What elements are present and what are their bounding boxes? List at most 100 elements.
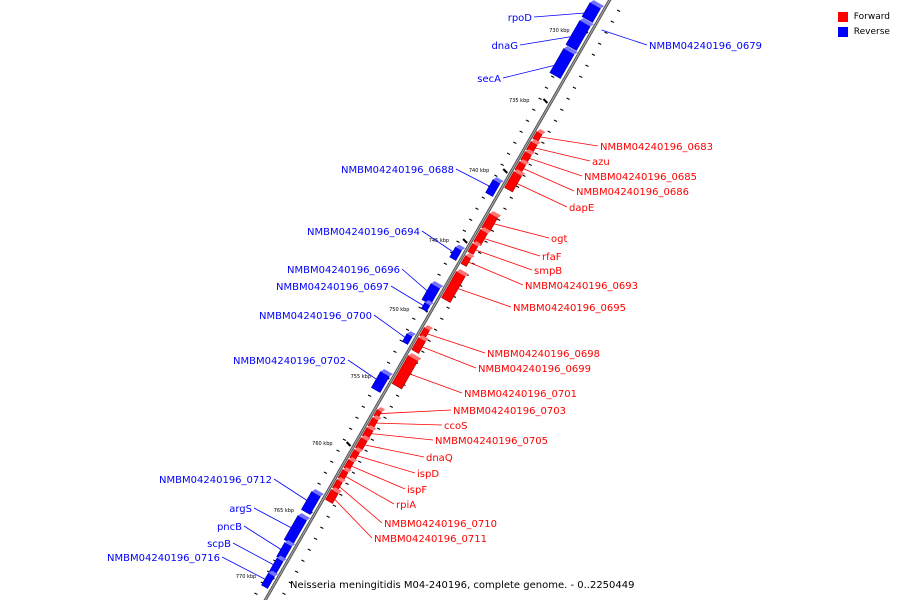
- gene-label-nmbm04240196-0693[interactable]: NMBM04240196_0693: [525, 281, 638, 292]
- gene-bevel: [431, 281, 444, 289]
- gene-bevel: [418, 335, 430, 342]
- tick-mark-right: [534, 152, 539, 155]
- gene-label-nmbm04240196-0711[interactable]: NMBM04240196_0711: [374, 534, 487, 545]
- gene-label-rfaf[interactable]: rfaF: [542, 252, 562, 263]
- forward-swatch: [837, 11, 848, 22]
- gene-label-nmbm04240196-0700[interactable]: NMBM04240196_0700: [259, 311, 372, 322]
- gene-label-ispf[interactable]: ispF: [407, 485, 427, 496]
- gene-label-nmbm04240196-0710[interactable]: NMBM04240196_0710: [384, 519, 497, 530]
- gene-feature[interactable]: [371, 369, 393, 393]
- gene-label-smpb[interactable]: smpB: [534, 266, 562, 277]
- tick-mark-right: [597, 42, 602, 45]
- gene-feature[interactable]: [473, 227, 492, 246]
- gene-bevel: [536, 129, 546, 135]
- legend-item-forward: Forward: [837, 9, 890, 24]
- gene-feature[interactable]: [504, 169, 526, 193]
- tick-mark-right: [547, 130, 551, 133]
- gene-label-nmbm04240196-0694[interactable]: NMBM04240196_0694: [307, 227, 420, 238]
- gene-label-dape[interactable]: dapE: [569, 203, 594, 214]
- gene-bevel: [337, 477, 346, 483]
- tick-mark-left: [386, 361, 391, 364]
- gene-bevel: [372, 415, 382, 421]
- tick-mark-right: [566, 97, 570, 100]
- gene-label-nmbm04240196-0702[interactable]: NMBM04240196_0702: [233, 356, 346, 367]
- gene-label-dnag[interactable]: dnaG: [491, 41, 518, 52]
- gene-feature[interactable]: [300, 489, 324, 515]
- gene-label-nmbm04240196-0686[interactable]: NMBM04240196_0686: [576, 187, 689, 198]
- tick-mark-left: [475, 207, 479, 210]
- tick-mark-right: [376, 427, 381, 430]
- gene-bevel: [348, 457, 358, 463]
- gene-label-nmbm04240196-0679[interactable]: NMBM04240196_0679: [649, 41, 762, 52]
- gene-feature[interactable]: [325, 487, 342, 504]
- gene-body: [420, 302, 431, 312]
- gene-feature[interactable]: [402, 331, 416, 345]
- legend: Forward Reverse: [837, 9, 890, 39]
- map-caption: Neisseria meningitidis M04-240196, compl…: [290, 580, 635, 591]
- gene-label-azu[interactable]: azu: [592, 157, 610, 168]
- gene-label-nmbm04240196-0701[interactable]: NMBM04240196_0701: [464, 389, 577, 400]
- tick-mark-right: [541, 141, 545, 144]
- gene-label-nmbm04240196-0712[interactable]: NMBM04240196_0712: [159, 475, 272, 486]
- label-leader: [531, 146, 591, 162]
- gene-label-nmbm04240196-0698[interactable]: NMBM04240196_0698: [487, 349, 600, 360]
- gene-label-nmbm04240196-0705[interactable]: NMBM04240196_0705: [435, 436, 548, 447]
- gene-feature[interactable]: [565, 18, 594, 51]
- gene-label-rpod[interactable]: rpoD: [508, 13, 533, 24]
- tick-mark-right: [610, 20, 615, 23]
- label-leader: [502, 63, 563, 79]
- scale-tick-label: 770 kbp: [236, 574, 256, 580]
- gene-bevel: [480, 227, 492, 234]
- gene-label-ogt[interactable]: ogt: [551, 234, 567, 245]
- gene-bevel: [590, 0, 605, 9]
- tick-mark-right: [579, 75, 583, 78]
- gene-bevel: [465, 253, 475, 259]
- gene-feature[interactable]: [420, 300, 434, 312]
- gene-label-nmbm04240196-0697[interactable]: NMBM04240196_0697: [276, 282, 389, 293]
- gene-feature[interactable]: [261, 570, 279, 589]
- tick-mark-right: [440, 317, 444, 320]
- gene-feature[interactable]: [460, 253, 475, 267]
- gene-feature[interactable]: [283, 513, 311, 545]
- gene-feature[interactable]: [269, 555, 287, 575]
- gene-label-nmbm04240196-0683[interactable]: NMBM04240196_0683: [600, 142, 713, 153]
- gene-label-nmbm04240196-0703[interactable]: NMBM04240196_0703: [453, 406, 566, 417]
- gene-label-rpia[interactable]: rpiA: [396, 500, 416, 511]
- tick-mark-left: [462, 229, 467, 232]
- scale-tick-label: 765 kbp: [274, 508, 294, 514]
- tick-mark-right: [515, 185, 520, 188]
- gene-label-nmbm04240196-0688[interactable]: NMBM04240196_0688: [341, 165, 454, 176]
- gene-label-dnaq[interactable]: dnaQ: [426, 453, 453, 464]
- gene-feature[interactable]: [441, 269, 469, 303]
- gene-feature[interactable]: [449, 244, 466, 261]
- scale-tick-label: 735 kbp: [509, 98, 529, 104]
- gene-label-nmbm04240196-0685[interactable]: NMBM04240196_0685: [584, 172, 697, 183]
- label-leader: [424, 332, 486, 354]
- tick-mark-right: [358, 460, 362, 463]
- gene-feature[interactable]: [581, 0, 605, 23]
- gene-feature[interactable]: [421, 281, 444, 305]
- gene-feature[interactable]: [485, 177, 504, 197]
- tick-mark-right: [288, 581, 293, 584]
- tick-mark-left: [437, 273, 441, 276]
- gene-body: [504, 171, 523, 193]
- gene-label-nmbm04240196-0716[interactable]: NMBM04240196_0716: [107, 553, 220, 564]
- gene-label-args[interactable]: argS: [229, 504, 252, 515]
- gene-bevel: [493, 177, 504, 184]
- gene-feature[interactable]: [391, 353, 422, 390]
- label-leader: [273, 478, 312, 504]
- gene-label-nmbm04240196-0699[interactable]: NMBM04240196_0699: [478, 364, 591, 375]
- label-leader: [513, 181, 568, 208]
- gene-feature[interactable]: [549, 46, 578, 79]
- scale-tick-label: 760 kbp: [312, 441, 332, 447]
- gene-label-nmbm04240196-0695[interactable]: NMBM04240196_0695: [513, 303, 626, 314]
- gene-label-scpb[interactable]: scpB: [207, 539, 231, 550]
- gene-feature[interactable]: [411, 335, 430, 354]
- tick-mark-left: [393, 350, 397, 353]
- gene-feature[interactable]: [467, 241, 482, 255]
- gene-label-seca[interactable]: secA: [477, 74, 501, 85]
- gene-label-nmbm04240196-0696[interactable]: NMBM04240196_0696: [287, 265, 400, 276]
- gene-label-pncb[interactable]: pncB: [217, 522, 242, 533]
- gene-label-ccos[interactable]: ccoS: [444, 421, 467, 432]
- gene-label-ispd[interactable]: ispD: [417, 469, 439, 480]
